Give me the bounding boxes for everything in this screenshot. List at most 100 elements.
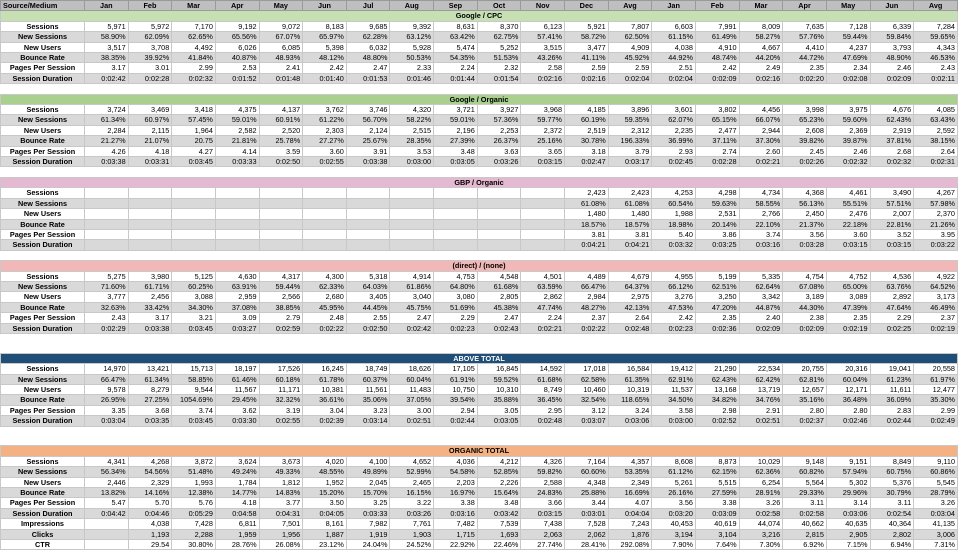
metric-value-cell[interactable]: 9,192 [214,20,260,33]
metric-value-cell[interactable]: 15.20% [302,486,347,499]
metric-value-cell[interactable]: 18.57% [607,218,653,230]
metric-value-cell[interactable]: 2,984 [564,291,609,303]
metric-value-cell[interactable]: 60.82% [782,466,827,478]
metric-value-cell[interactable]: 0:03:28 [782,239,827,251]
metric-value-cell[interactable]: 58.72% [564,31,609,43]
metric-label[interactable]: New Users [0,208,85,220]
metric-value-cell[interactable]: 118.65% [607,394,653,406]
metric-value-cell[interactable]: 57.41% [520,31,566,43]
metric-value-cell[interactable]: 4,667 [738,41,784,54]
metric-value-cell[interactable]: 2,124 [345,124,391,137]
metric-value-cell[interactable]: 59.01% [433,114,478,126]
metric-value-cell[interactable]: 57.36% [476,114,522,126]
metric-value-cell[interactable]: 2,312 [607,124,653,137]
metric-value-cell[interactable]: 0:03:16 [738,239,784,251]
metric-value-cell[interactable]: 4.14 [214,145,260,158]
metric-value-cell[interactable]: 3,276 [651,291,696,303]
metric-value-cell[interactable]: 34.76% [738,394,784,406]
metric-value-cell[interactable]: 2,226 [476,476,522,489]
metric-value-cell[interactable] [433,228,478,241]
metric-value-cell[interactable]: 3.58 [651,404,696,417]
metric-value-cell[interactable]: 2.42 [694,62,740,74]
metric-value-cell[interactable] [389,218,435,230]
metric-value-cell[interactable] [520,208,566,220]
metric-value-cell[interactable]: 61.23% [869,373,915,385]
metric-value-cell[interactable]: 10,319 [607,383,653,396]
metric-value-cell[interactable]: 66.47% [564,280,609,293]
column-header[interactable]: Sep [433,0,478,12]
metric-value-cell[interactable]: 4,348 [564,476,609,489]
metric-value-cell[interactable]: 8,370 [476,20,522,33]
metric-value-cell[interactable]: 3.53 [389,145,435,158]
metric-value-cell[interactable]: 3,173 [913,291,958,303]
metric-value-cell[interactable]: 62.42% [738,373,784,385]
metric-value-cell[interactable]: 24.52% [389,538,435,550]
metric-value-cell[interactable] [127,208,173,220]
column-header[interactable]: Jun [302,0,347,12]
metric-value-cell[interactable]: 16,584 [607,363,653,375]
metric-value-cell[interactable]: 63.12% [389,31,435,43]
metric-value-cell[interactable]: 20,316 [825,363,871,375]
metric-value-cell[interactable]: 4,253 [651,187,696,199]
metric-value-cell[interactable]: 0:02:32 [869,156,915,168]
metric-value-cell[interactable]: 30.79% [869,486,915,499]
metric-value-cell[interactable]: 61.49% [694,31,740,43]
metric-value-cell[interactable]: 67.07% [258,31,304,43]
metric-value-cell[interactable]: 44.30% [782,301,827,314]
metric-value-cell[interactable]: 0:02:23 [433,322,478,334]
metric-value-cell[interactable]: 62.43% [694,373,740,385]
metric-value-cell[interactable]: 35.88% [476,394,522,406]
metric-value-cell[interactable]: 4,501 [520,270,566,282]
metric-value-cell[interactable]: 57.45% [171,114,216,126]
metric-value-cell[interactable]: 2.37 [913,312,958,324]
metric-value-cell[interactable]: 48.90% [869,52,915,64]
metric-value-cell[interactable] [84,239,129,251]
metric-value-cell[interactable]: 62.64% [738,280,784,293]
metric-value-cell[interactable] [171,187,216,199]
column-header[interactable]: Apr [782,0,827,12]
metric-value-cell[interactable]: 2,062 [564,528,609,541]
metric-value-cell[interactable]: 18,197 [214,363,260,375]
metric-value-cell[interactable]: 37.81% [869,135,915,147]
metric-value-cell[interactable]: 44,074 [738,518,784,530]
metric-value-cell[interactable]: 62.36% [738,466,784,478]
metric-value-cell[interactable]: 40,635 [825,518,871,530]
metric-value-cell[interactable]: 66.07% [738,114,784,126]
metric-value-cell[interactable]: 3,342 [738,291,784,303]
metric-value-cell[interactable]: 0:01:48 [258,72,304,85]
metric-value-cell[interactable]: 0:03:04 [84,415,129,427]
metric-value-cell[interactable]: 33.42% [127,301,173,314]
metric-value-cell[interactable]: 3,477 [564,41,609,54]
metric-value-cell[interactable]: 0:02:50 [345,322,391,334]
metric-value-cell[interactable]: 51.69% [433,301,478,314]
metric-value-cell[interactable]: 64.80% [433,280,478,293]
metric-value-cell[interactable]: 0:02:09 [782,322,827,334]
metric-value-cell[interactable] [171,208,216,220]
metric-value-cell[interactable]: 48.12% [302,52,347,64]
metric-value-cell[interactable]: 20,558 [913,363,958,375]
metric-value-cell[interactable]: 0:04:46 [127,507,173,520]
metric-value-cell[interactable]: 12.38% [171,486,216,499]
metric-value-cell[interactable]: 4,267 [913,187,958,199]
metric-value-cell[interactable]: 57.94% [825,466,871,478]
metric-value-cell[interactable]: 10,381 [302,383,347,396]
metric-value-cell[interactable] [389,197,435,210]
metric-value-cell[interactable]: 2.80 [825,404,871,417]
metric-value-cell[interactable] [84,518,129,530]
metric-value-cell[interactable]: 62.50% [607,31,653,43]
metric-value-cell[interactable]: 1,193 [127,528,173,541]
section-title[interactable]: ORGANIC TOTAL [0,445,958,457]
metric-value-cell[interactable]: 2,329 [127,476,173,489]
metric-value-cell[interactable]: 47.39% [825,301,871,314]
metric-value-cell[interactable]: 49.24% [214,466,260,478]
column-header[interactable]: May [258,0,304,12]
metric-value-cell[interactable]: 8,749 [520,383,566,396]
metric-label[interactable]: Pages Per Session [0,62,85,74]
metric-value-cell[interactable] [476,218,522,230]
metric-value-cell[interactable]: 49.89% [345,466,391,478]
metric-value-cell[interactable]: 26.95% [84,394,129,406]
metric-value-cell[interactable]: 9,148 [782,455,827,468]
metric-value-cell[interactable]: 6,026 [214,41,260,54]
metric-value-cell[interactable]: 37.08% [214,301,260,314]
metric-value-cell[interactable]: 40,662 [782,518,827,530]
